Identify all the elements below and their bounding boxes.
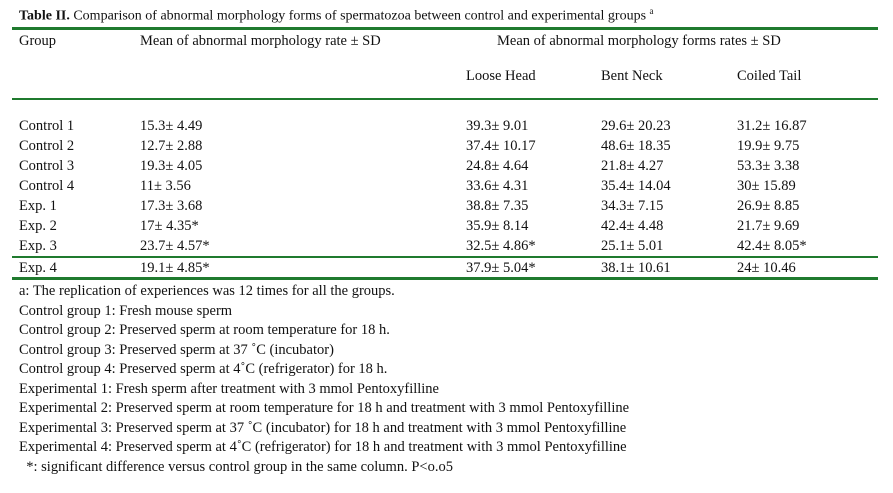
- bottom-rule: [12, 277, 878, 280]
- footnote-line: Experimental 4: Preserved sperm at 4˚C (…: [19, 439, 627, 455]
- cell-loose-head: 35.9± 8.14: [466, 218, 529, 234]
- cell-group: Exp. 1: [19, 198, 57, 214]
- cell-group: Control 4: [19, 178, 75, 194]
- cell-group: Exp. 3: [19, 238, 57, 254]
- cell-loose-head: 24.8± 4.64: [466, 158, 529, 174]
- cell-rate: 17± 4.35*: [140, 218, 199, 234]
- footnote-line: Control group 1: Fresh mouse sperm: [19, 302, 233, 319]
- cell-coiled-tail: 19.9± 9.75: [737, 138, 800, 154]
- pre-last-row-rule: [12, 256, 878, 258]
- header-rule: [12, 98, 878, 100]
- table-title-footnote-mark: a: [649, 6, 654, 16]
- cell-coiled-tail: 26.9± 8.85: [737, 198, 800, 214]
- cell-coiled-tail: 31.2± 16.87: [737, 118, 807, 134]
- cell-rate: 17.3± 3.68: [140, 198, 203, 214]
- header-loose-head: Loose Head: [466, 68, 536, 84]
- table-title: Table II. Comparison of abnormal morphol…: [19, 6, 654, 25]
- cell-bent-neck: 34.3± 7.15: [601, 198, 664, 214]
- cell-rate: 11± 3.56: [140, 178, 191, 194]
- footnote-line: Control group 4: Preserved sperm at 4˚C …: [19, 361, 388, 377]
- footnote-line: *: significant difference versus control…: [19, 458, 453, 475]
- cell-loose-head: 32.5± 4.86*: [466, 238, 536, 254]
- footnote-line: Experimental 2: Preserved sperm at room …: [19, 400, 630, 416]
- header-mean-forms: Mean of abnormal morphology forms rates …: [497, 33, 781, 49]
- footnote-line: Control group 2: Preserved sperm at room…: [19, 322, 390, 338]
- cell-bent-neck: 42.4± 4.48: [601, 218, 664, 234]
- cell-coiled-tail: 30± 15.89: [737, 178, 796, 194]
- cell-loose-head: 33.6± 4.31: [466, 178, 529, 194]
- cell-rate: 19.1± 4.85*: [140, 260, 210, 276]
- cell-loose-head: 37.4± 10.17: [466, 138, 536, 154]
- footnote-line: Control group 3: Preserved sperm at 37 ˚…: [19, 341, 334, 358]
- cell-coiled-tail: 53.3± 3.38: [737, 158, 800, 174]
- footnote-line: Experimental 1: Fresh sperm after treatm…: [19, 380, 439, 397]
- cell-bent-neck: 35.4± 14.04: [601, 178, 671, 194]
- table-title-label: Table II.: [19, 8, 70, 24]
- cell-group: Control 2: [19, 138, 75, 154]
- header-group: Group: [19, 33, 57, 49]
- footnote-line: a: The replication of experiences was 12…: [19, 283, 395, 299]
- cell-coiled-tail: 42.4± 8.05*: [737, 238, 807, 254]
- cell-bent-neck: 38.1± 10.61: [601, 260, 671, 276]
- cell-loose-head: 38.8± 7.35: [466, 198, 529, 214]
- header-coiled-tail: Coiled Tail: [737, 68, 802, 84]
- cell-rate: 12.7± 2.88: [140, 138, 203, 154]
- cell-bent-neck: 21.8± 4.27: [601, 158, 664, 174]
- header-bent-neck: Bent Neck: [601, 68, 663, 84]
- footnote-line: Experimental 3: Preserved sperm at 37 ˚C…: [19, 419, 627, 436]
- cell-group: Control 1: [19, 118, 75, 134]
- cell-rate: 15.3± 4.49: [140, 118, 203, 134]
- table-title-text: Comparison of abnormal morphology forms …: [69, 8, 650, 24]
- cell-loose-head: 37.9± 5.04*: [466, 260, 536, 276]
- cell-coiled-tail: 24± 10.46: [737, 260, 796, 276]
- cell-loose-head: 39.3± 9.01: [466, 118, 529, 134]
- cell-bent-neck: 29.6± 20.23: [601, 118, 671, 134]
- cell-bent-neck: 48.6± 18.35: [601, 138, 671, 154]
- cell-rate: 23.7± 4.57*: [140, 238, 210, 254]
- cell-bent-neck: 25.1± 5.01: [601, 238, 664, 254]
- cell-group: Exp. 2: [19, 218, 57, 234]
- cell-group: Control 3: [19, 158, 75, 174]
- cell-group: Exp. 4: [19, 260, 57, 276]
- cell-coiled-tail: 21.7± 9.69: [737, 218, 800, 234]
- cell-rate: 19.3± 4.05: [140, 158, 203, 174]
- header-mean-rate: Mean of abnormal morphology rate ± SD: [140, 33, 381, 49]
- top-rule: [12, 27, 878, 30]
